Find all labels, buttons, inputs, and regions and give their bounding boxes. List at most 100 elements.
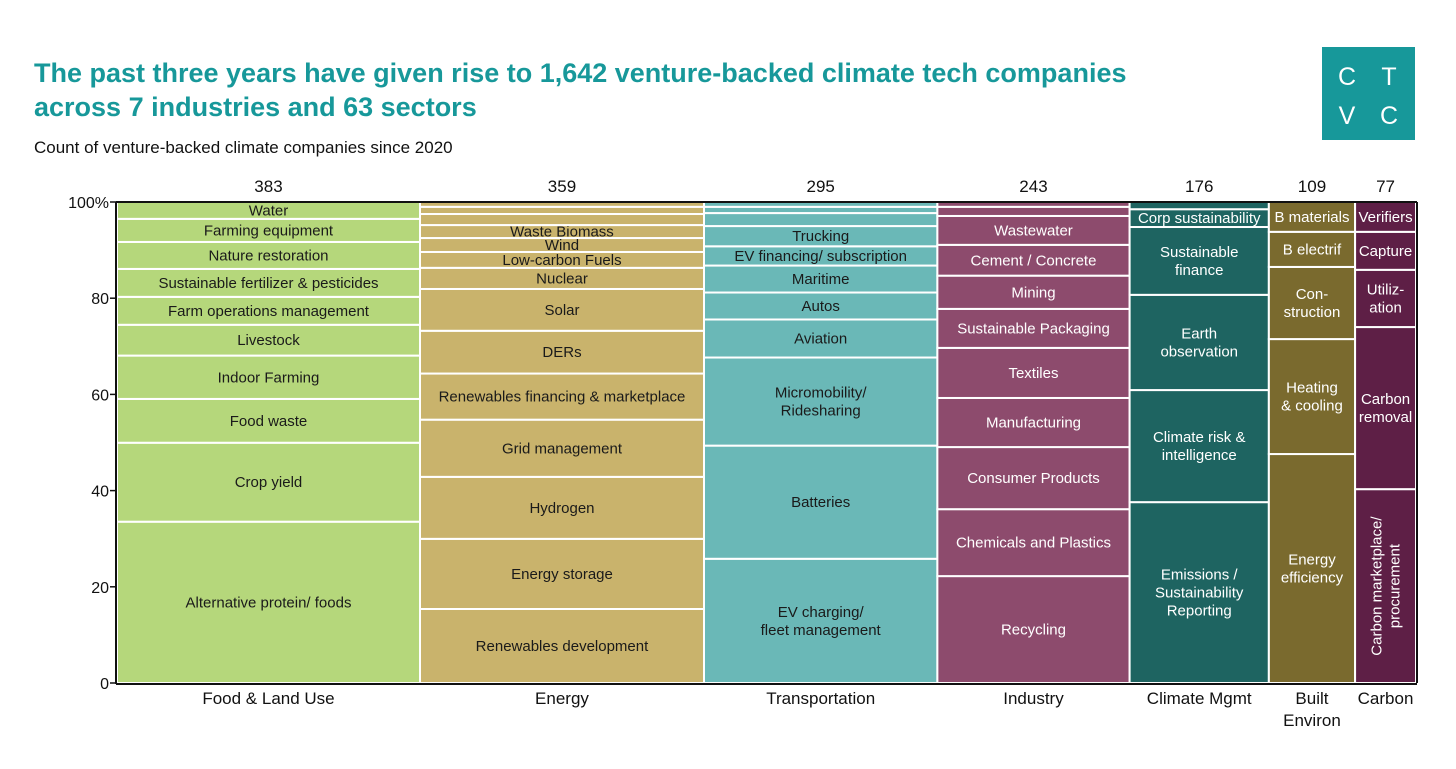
segment-label: Wastewater [994, 222, 1073, 239]
segment-label-line: Heating [1286, 380, 1338, 397]
segment-label: Sustainable fertilizer & pesticides [158, 275, 378, 292]
segment-bar [116, 240, 421, 270]
industry-column: Renewables development Energy storage Hydr… [418, 201, 706, 684]
segment-label-line: Carbon [1361, 391, 1410, 408]
segment-label-line: Maritime [792, 271, 850, 288]
industry-label-line: Climate Mgmt [1147, 689, 1252, 708]
segment-label: Energy storage [511, 566, 613, 583]
segment-bar [936, 446, 1131, 511]
segment-label-line: observation [1160, 343, 1238, 360]
segment-label-line: Energy [1288, 552, 1336, 569]
segment-label: Textiles [1008, 365, 1058, 382]
segment-bar [1267, 265, 1357, 341]
segment-label: B electrif [1283, 241, 1342, 258]
segment-label-line: Capture [1359, 243, 1412, 260]
segment-label: Food waste [230, 413, 308, 430]
segment-label-line: Micromobility/ [775, 385, 868, 402]
segment-label: Sustainable finance [1160, 244, 1238, 279]
industry-column: Recycling Chemicals and Plastics Consumer … [936, 201, 1131, 684]
segment-bar [1267, 201, 1357, 233]
segment-label-line: Chemicals and Plastics [956, 535, 1111, 552]
segment-label-line: Sustainable [1160, 244, 1238, 261]
segment-label: Farm operations management [168, 303, 370, 320]
logo-letter: T [1381, 63, 1397, 91]
title-line-2: across 7 industries and 63 sectors [34, 92, 477, 122]
segment-label-line: Sustainable fertilizer & pesticides [158, 275, 378, 292]
segment-label: Micromobility/Ridesharing [775, 385, 868, 420]
segment-label-line: Renewables financing & marketplace [439, 389, 686, 406]
segment-label: Waste Biomass [510, 224, 614, 241]
industry-label-line: Transportation [766, 689, 875, 708]
segment-bar [116, 520, 421, 684]
segment-label: Carbon removal [1359, 391, 1412, 426]
segment-label-line: Indoor Farming [218, 369, 320, 386]
segment-label: Maritime [792, 271, 850, 288]
segment-bar [703, 557, 939, 684]
segment-label: Chemicals and Plastics [956, 535, 1111, 552]
segment-label: DERs [542, 344, 581, 361]
segment-label-line: Batteries [791, 494, 850, 511]
industry-column: Alternative protein/ foods Crop yield Food… [116, 201, 421, 684]
segment-label-line: fleet management [761, 622, 882, 639]
segment-label-line: DERs [542, 344, 581, 361]
segment-label-line: Ridesharing [781, 403, 861, 420]
segment-bar [1267, 230, 1357, 268]
industry-label: Energy [535, 689, 589, 708]
segment-label-line: Verifiers [1358, 209, 1412, 226]
segment-label-line: Emissions / [1161, 567, 1239, 584]
segment-label-line: Autos [802, 298, 840, 315]
segment-label-line: finance [1175, 262, 1223, 279]
segment-label: Energy efficiency [1281, 552, 1344, 587]
column-count-label: 77 [1376, 177, 1395, 196]
segment-label: Wind [545, 237, 579, 254]
segment-label-line: Climate risk & [1153, 429, 1246, 446]
segment-label-line: Con- [1296, 286, 1329, 303]
column-count-label: 295 [807, 177, 835, 196]
segment-label: Trucking [792, 228, 849, 245]
segment-label: Con-struction [1284, 286, 1341, 321]
segment-bar [703, 212, 939, 228]
segment-bar [1354, 268, 1417, 329]
segment-label-line: Carbon marketplace/ [1369, 516, 1386, 656]
column-count-label: 243 [1019, 177, 1047, 196]
segment-label-line: Aviation [794, 331, 847, 348]
segment-label: Low-carbon Fuels [502, 252, 621, 269]
segment-bar [1354, 326, 1417, 491]
segment-label-line: efficiency [1281, 570, 1344, 587]
segment-label-line: Textiles [1008, 365, 1058, 382]
segment-bar [116, 397, 421, 444]
segment-label-line: Hydrogen [529, 500, 594, 517]
segment-label: Water [249, 202, 288, 219]
segment-label: Renewables financing & marketplace [439, 389, 686, 406]
y-tick-label: 100% [68, 195, 109, 212]
segment-label: Crop yield [235, 474, 303, 491]
segment-label: Alternative protein/ foods [186, 594, 352, 611]
column-count-label: 383 [254, 177, 282, 196]
segment-label: Corp sustainability [1138, 210, 1261, 227]
industry-label: Carbon [1358, 689, 1414, 708]
segment-label-line: Solar [544, 302, 579, 319]
segment-label: Cement / Concrete [971, 252, 1097, 269]
segment-label: Livestock [237, 332, 300, 349]
industry-label-line: Environ [1283, 711, 1341, 730]
segment-label-line: Farming equipment [204, 222, 334, 239]
segment-label-line: ation [1369, 299, 1402, 316]
industry-label-line: Built [1295, 689, 1328, 708]
y-tick-label: 20 [91, 580, 109, 597]
segment-label-line: Reporting [1167, 603, 1232, 620]
segment-label: Farming equipment [204, 222, 334, 239]
industry-label-line: Industry [1003, 689, 1064, 708]
segment-label-line: Livestock [237, 332, 300, 349]
segment-label-line: Grid management [502, 440, 623, 457]
title-line-1: The past three years have given rise to … [34, 58, 1127, 88]
segment-label-line: struction [1284, 304, 1341, 321]
industry-column: Carbon marketplace/procurement Carbon remo… [1354, 201, 1417, 685]
segment-label-line: Trucking [792, 228, 849, 245]
segment-bar [418, 213, 706, 227]
segment-label-line: Water [249, 202, 288, 219]
segment-label-line: Earth [1181, 325, 1217, 342]
industry-column: EV charging/fleet management Batteries Mic… [703, 201, 939, 684]
segment-label-line: Energy storage [511, 566, 613, 583]
segment-label-line: Utiliz- [1367, 281, 1405, 298]
